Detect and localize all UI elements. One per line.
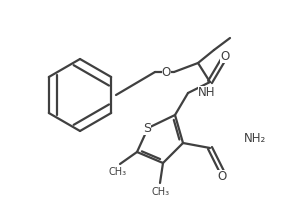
Text: CH₃: CH₃ bbox=[109, 167, 127, 177]
Text: O: O bbox=[162, 67, 171, 79]
Text: NH: NH bbox=[198, 86, 215, 100]
Text: O: O bbox=[221, 49, 230, 62]
Text: O: O bbox=[217, 170, 227, 184]
Text: CH₃: CH₃ bbox=[152, 187, 170, 197]
Text: NH₂: NH₂ bbox=[244, 132, 266, 145]
Text: S: S bbox=[143, 121, 151, 135]
